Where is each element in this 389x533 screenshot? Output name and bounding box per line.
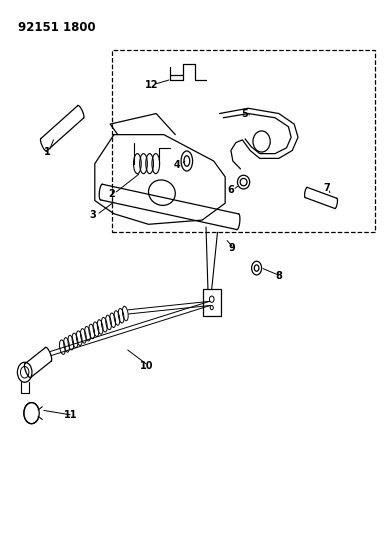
Text: 5: 5	[241, 109, 248, 118]
Ellipse shape	[252, 261, 262, 275]
Text: 11: 11	[64, 410, 78, 420]
Text: 8: 8	[275, 271, 282, 281]
Text: 92151 1800: 92151 1800	[18, 21, 96, 34]
Text: 7: 7	[323, 183, 330, 193]
Text: 1: 1	[44, 147, 50, 157]
Bar	[112, 50, 375, 232]
Text: 3: 3	[89, 210, 96, 220]
Ellipse shape	[181, 151, 193, 171]
Text: 2: 2	[109, 189, 116, 199]
Text: 10: 10	[140, 361, 153, 370]
Text: 4: 4	[174, 160, 180, 169]
Text: 6: 6	[228, 185, 234, 195]
Bar	[203, 289, 221, 316]
Ellipse shape	[237, 175, 250, 189]
Text: 12: 12	[145, 79, 158, 90]
Text: 9: 9	[229, 243, 235, 253]
